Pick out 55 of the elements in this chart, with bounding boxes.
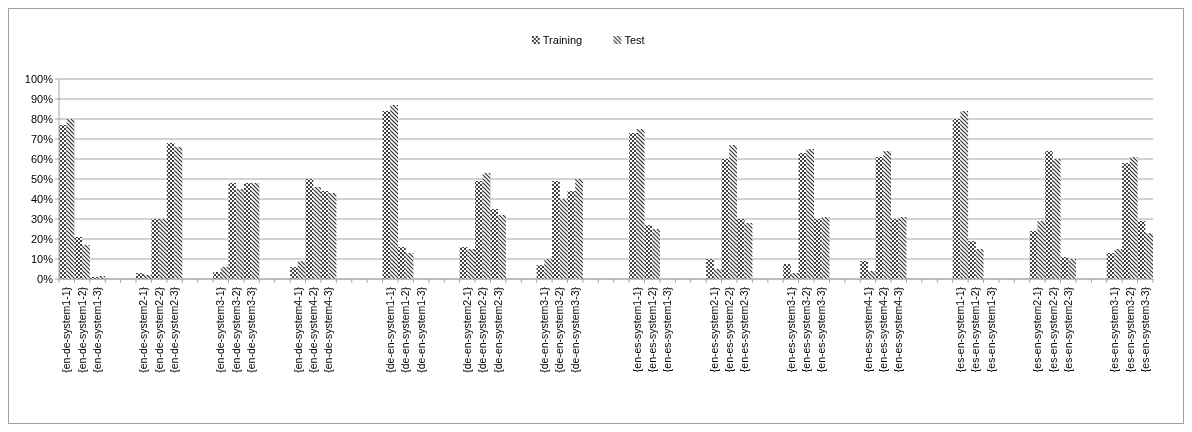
x-tick-label: {en-de-system3-3} [245, 286, 258, 373]
x-tick-label: {en-de-system4-1} [291, 286, 304, 373]
x-tick-label: {de-en-system1-1} [383, 286, 396, 373]
x-tick-label: {en-de-system2-3} [168, 286, 181, 373]
x-tick-label: {en-de-system1-1} [60, 286, 73, 373]
x-tick-label: {en-de-system1-3} [91, 286, 104, 373]
legend-label: Training [542, 33, 583, 46]
x-tick-label: {es-en-system2-3} [1061, 286, 1074, 373]
y-tick-label: 0% [37, 272, 54, 285]
x-tick-label: {es-en-system3-2} [1123, 286, 1136, 373]
x-tick-label: {en-es-system2-1} [707, 286, 720, 373]
x-tick-label: {en-es-system2-3} [738, 286, 751, 373]
y-tick-label: 80% [30, 112, 54, 125]
x-tick-label: {en-es-system1-1} [630, 286, 643, 373]
y-tick-label: 60% [30, 152, 54, 165]
x-tick-label: {en-es-system2-2} [722, 286, 735, 373]
y-tick-label: 40% [30, 192, 54, 205]
x-tick-label: {en-de-system2-1} [137, 286, 150, 373]
x-tick-label: {en-de-system3-1} [214, 286, 227, 373]
y-tick-label: 30% [30, 212, 54, 225]
x-tick-label: {de-en-system3-3} [568, 286, 581, 373]
legend-label: Test [624, 33, 645, 46]
x-tick-label: {en-de-system3-2} [229, 286, 242, 373]
y-tick-label: 20% [30, 232, 54, 245]
x-tick-label: {en-es-system4-1} [861, 286, 874, 373]
x-tick-label: {es-en-system3-1} [1108, 286, 1121, 373]
y-tick-label: 100% [24, 72, 54, 85]
x-tick-label: {es-en-system1-1} [954, 286, 967, 373]
x-tick-label: {en-es-system1-3} [661, 286, 674, 373]
x-tick-label: {es-en-system1-3} [984, 286, 997, 373]
x-tick-label: {en-de-system4-2} [306, 286, 319, 373]
x-tick-label: {en-es-system3-2} [799, 286, 812, 373]
x-tick-label: {es-en-system1-2} [969, 286, 982, 373]
x-tick-label: {de-en-system2-1} [461, 286, 473, 373]
x-tick-label: {es-en-system2-1} [1031, 286, 1044, 373]
y-tick-label: 10% [30, 252, 54, 265]
x-tick-label: {de-en-system2-3} [491, 286, 504, 373]
x-tick-label: {de-en-system1-2} [399, 286, 412, 373]
x-tick-label: {en-es-system1-2} [645, 286, 658, 373]
x-tick-label: {en-es-system3-1} [784, 286, 797, 373]
x-tick-label: {en-de-system4-3} [322, 286, 335, 373]
x-tick-label: {de-en-system3-1} [538, 286, 551, 373]
y-tick-label: 70% [30, 132, 54, 145]
x-tick-label: {en-de-system2-2} [152, 286, 165, 373]
y-tick-label: 50% [30, 172, 54, 185]
x-tick-label: {de-en-system2-2} [476, 286, 489, 373]
x-tick-label: {en-es-system4-3} [892, 286, 905, 373]
x-tick-label: {en-es-system4-2} [877, 286, 890, 373]
x-tick-label: {de-en-system1-3} [414, 286, 427, 373]
x-tick-label: {en-es-system3-3} [815, 286, 828, 373]
x-tick-label: {en-de-system1-2} [75, 286, 88, 373]
x-tick-label: {es-en-system2-2} [1046, 286, 1059, 373]
x-tick-label: {de-en-system3-2} [553, 286, 566, 373]
y-tick-label: 90% [30, 92, 54, 105]
x-tick-label: {es-en-system3-3} [1138, 286, 1151, 373]
